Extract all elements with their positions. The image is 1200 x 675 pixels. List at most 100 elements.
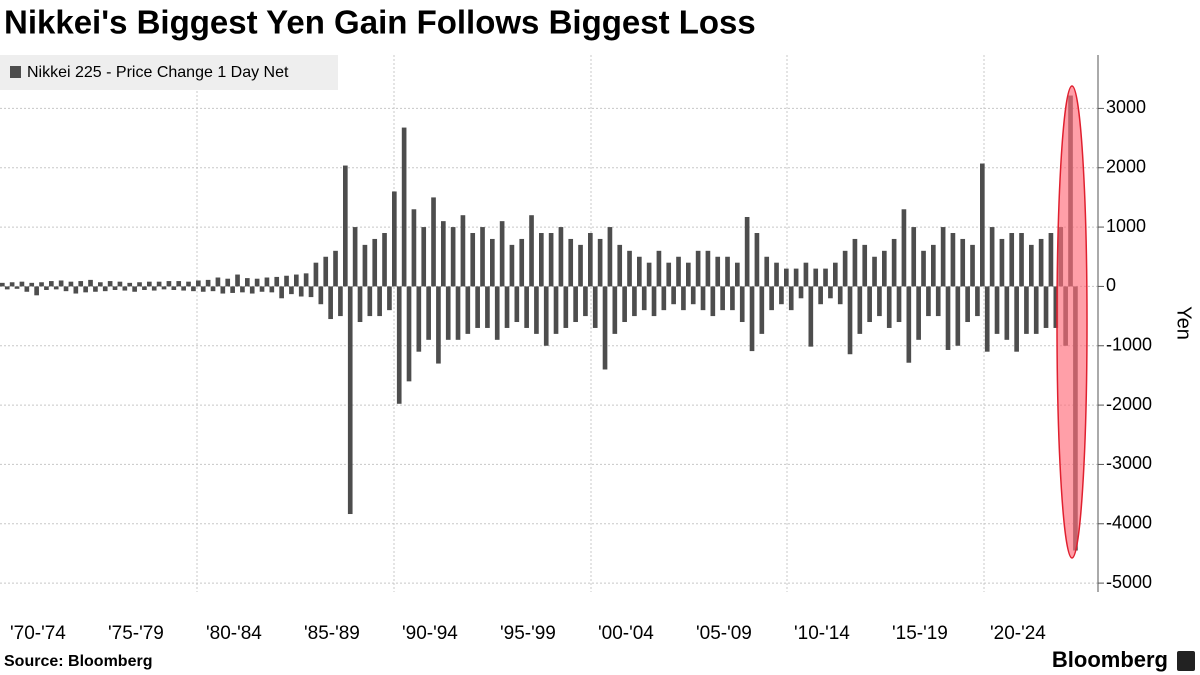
y-tick-label: 1000 — [1106, 216, 1146, 236]
bar — [837, 286, 843, 305]
bar — [186, 281, 191, 287]
chart-title: Nikkei's Biggest Yen Gain Follows Bigges… — [4, 4, 756, 41]
bar — [230, 286, 235, 293]
y-tick-label: 3000 — [1106, 97, 1146, 117]
bar — [127, 282, 133, 287]
bar — [83, 286, 88, 293]
bar — [102, 286, 108, 292]
bar — [44, 286, 49, 290]
bars — [0, 95, 1078, 551]
bar — [950, 233, 956, 287]
bar — [161, 286, 167, 290]
bar — [318, 286, 324, 305]
bar — [490, 238, 495, 287]
bar — [759, 286, 765, 334]
bar — [406, 286, 412, 382]
bar — [147, 281, 152, 287]
bar — [220, 286, 226, 294]
bar — [485, 286, 490, 328]
bar — [362, 244, 368, 287]
bar — [563, 286, 569, 328]
bar — [0, 282, 5, 287]
bar — [205, 279, 211, 287]
bar — [637, 256, 642, 287]
bar — [784, 268, 789, 287]
bar — [504, 286, 510, 328]
x-tick-label: '00-'04 — [598, 623, 654, 644]
bar — [338, 286, 343, 317]
bar — [676, 256, 681, 287]
bar — [308, 286, 314, 298]
bar — [411, 209, 417, 287]
bar — [788, 286, 794, 311]
bar — [681, 286, 686, 311]
bar — [867, 286, 872, 323]
bar — [284, 275, 289, 287]
bar — [200, 286, 206, 292]
bar — [73, 286, 79, 294]
legend-swatch — [10, 66, 21, 78]
bar — [524, 286, 529, 328]
bar — [980, 163, 985, 287]
bar — [1038, 238, 1044, 287]
bar — [98, 282, 103, 287]
bar — [935, 286, 941, 317]
bar — [862, 244, 868, 287]
bar — [245, 278, 250, 287]
bar — [279, 286, 284, 299]
bar — [720, 286, 725, 311]
bar — [470, 233, 476, 287]
bar — [975, 286, 980, 317]
x-tick-label: '85-'89 — [304, 623, 360, 644]
y-axis-title: Yen — [1173, 306, 1195, 340]
bar — [328, 286, 333, 320]
bar — [945, 286, 951, 350]
bar — [436, 286, 441, 364]
x-tick-label: '95-'99 — [500, 623, 556, 644]
bar — [441, 221, 446, 287]
bar — [274, 276, 280, 287]
bar — [872, 256, 877, 287]
bar — [196, 280, 201, 287]
bar — [779, 286, 784, 305]
bar — [926, 286, 931, 317]
bar — [63, 286, 69, 292]
bar — [519, 238, 525, 287]
bar — [960, 238, 966, 287]
bar — [514, 286, 520, 323]
bar — [166, 281, 172, 287]
bar — [798, 286, 804, 299]
bar — [294, 274, 299, 287]
bar — [1009, 233, 1015, 287]
bar — [955, 286, 961, 346]
bar — [901, 209, 907, 287]
bar — [916, 286, 921, 340]
bar — [725, 256, 730, 287]
bar — [627, 250, 632, 287]
bar — [509, 244, 515, 287]
bar — [828, 286, 833, 299]
bar — [343, 165, 348, 287]
y-tick-label: -4000 — [1106, 513, 1152, 533]
bar — [744, 216, 750, 287]
bar — [543, 286, 549, 346]
bar — [112, 286, 118, 290]
y-tick-label: -1000 — [1106, 335, 1152, 355]
bar — [4, 286, 10, 290]
bar — [107, 281, 113, 287]
bar — [641, 286, 647, 311]
bar — [690, 286, 696, 305]
bar — [970, 244, 975, 287]
bar — [617, 244, 623, 287]
bar — [303, 273, 309, 287]
bar — [568, 238, 574, 287]
bar — [176, 281, 182, 287]
bar — [269, 286, 275, 293]
bar — [264, 277, 270, 287]
bar — [847, 286, 853, 355]
y-tick-label: -5000 — [1106, 572, 1152, 592]
bar — [19, 281, 25, 287]
bar — [882, 250, 887, 287]
bar — [602, 286, 608, 370]
bar — [911, 227, 917, 287]
